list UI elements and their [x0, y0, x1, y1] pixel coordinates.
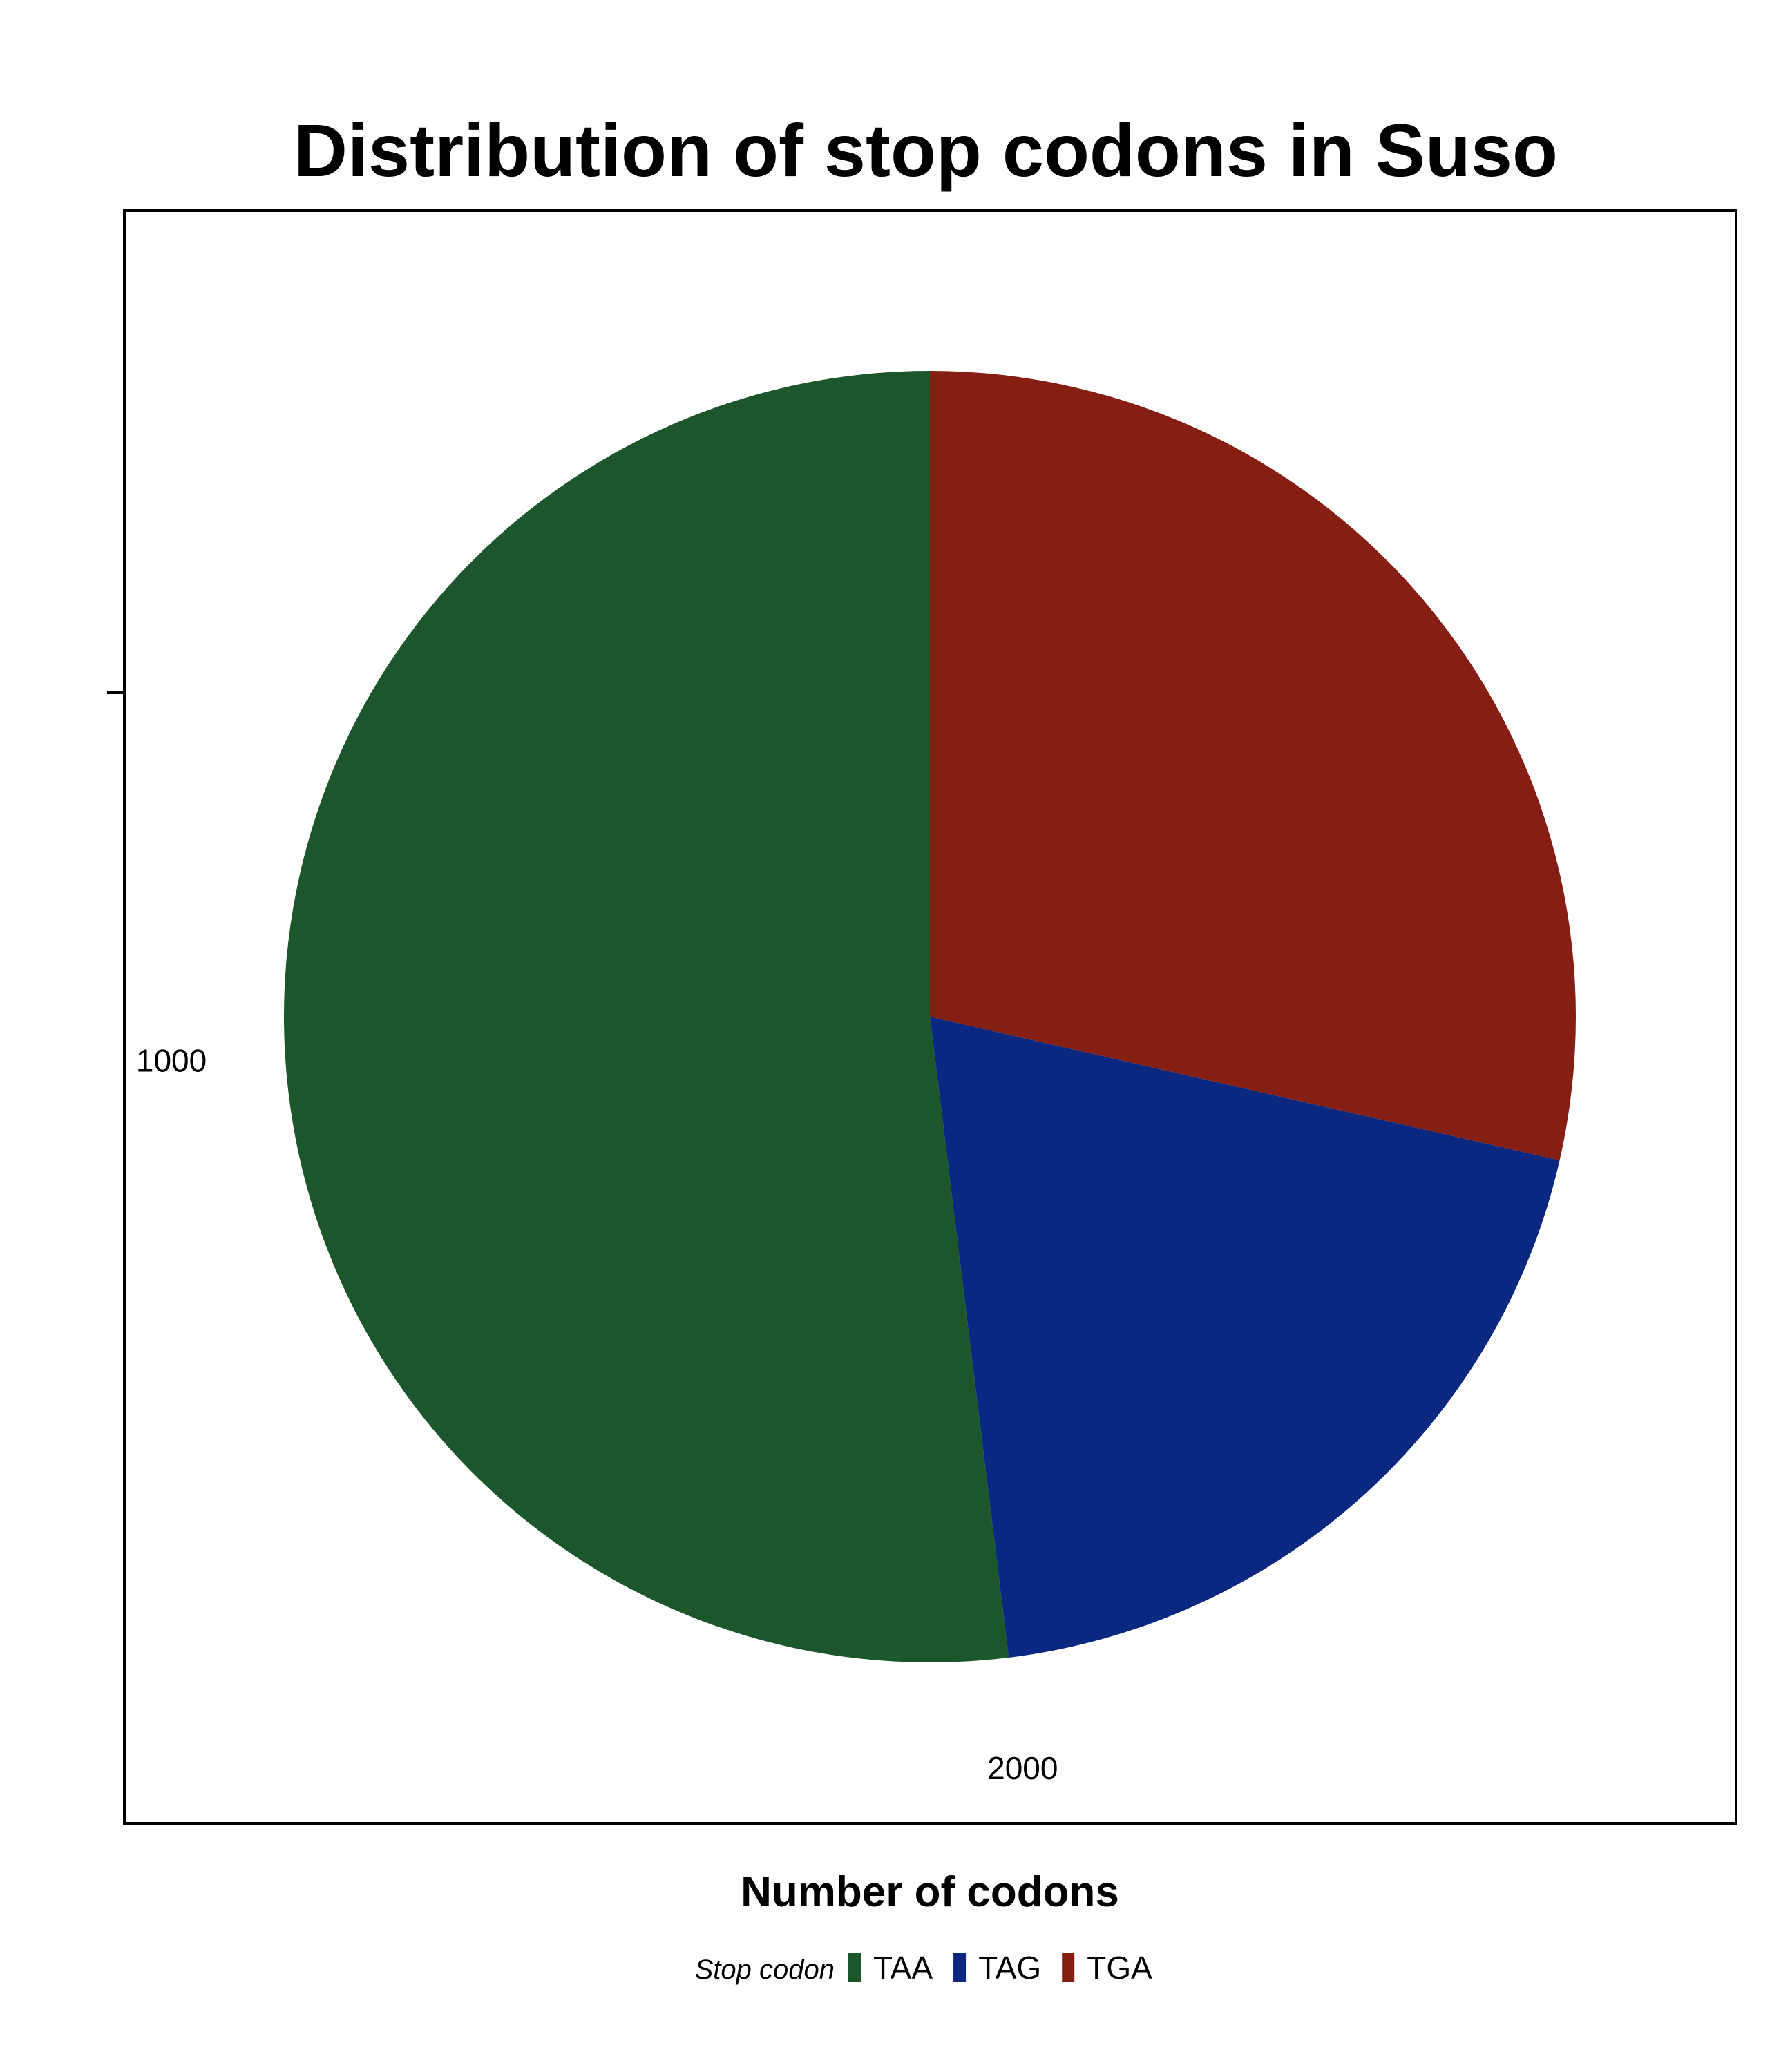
- chart-title: Distribution of stop codons in Suso: [294, 108, 1558, 192]
- x-axis-label: Number of codons: [741, 1868, 1119, 1916]
- pie-slices: [284, 371, 1577, 1662]
- legend-label-tga: TGA: [1087, 1950, 1152, 1986]
- legend-swatch-tga: [1062, 1953, 1075, 1982]
- legend-label-taa: TAA: [873, 1950, 933, 1986]
- legend: Stop codon TAA TAG TGA: [695, 1950, 1152, 1986]
- pie-slice-tga: [930, 371, 1577, 1161]
- plot-panel-border: [123, 209, 1737, 1825]
- legend-label-tag: TAG: [978, 1950, 1041, 1986]
- pie-slice-tag: [930, 1017, 1560, 1658]
- pie-slice-taa: [284, 371, 1009, 1662]
- tick-label-1000: 1000: [136, 1042, 207, 1078]
- circular-tick-labels: 1000 2000: [136, 1042, 1058, 1785]
- legend-swatch-taa: [848, 1953, 861, 1982]
- tick-label-2000: 2000: [987, 1750, 1058, 1786]
- legend-swatch-tag: [953, 1953, 967, 1982]
- legend-title: Stop codon: [695, 1955, 835, 1985]
